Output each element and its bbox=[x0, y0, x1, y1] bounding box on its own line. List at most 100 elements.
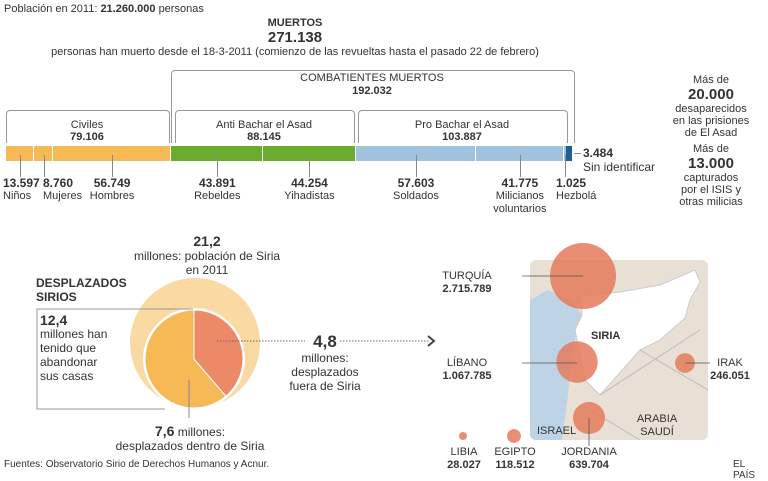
source-note: Fuentes: Observatorio Sirio de Derechos … bbox=[4, 459, 270, 470]
refugee-label-turquía: TURQUÍA 2.715.789 bbox=[436, 270, 498, 296]
bar-segment-hezbolá bbox=[563, 146, 566, 161]
pie-slice-outside bbox=[193, 309, 244, 397]
israel-label: ISRAEL bbox=[537, 425, 577, 437]
refugee-label-líbano: LÍBANO 1.067.785 bbox=[436, 357, 498, 383]
refugee-country: TURQUÍA bbox=[442, 270, 492, 282]
inside-text-unit: millones: bbox=[177, 425, 226, 439]
refugee-count: 28.027 bbox=[447, 459, 481, 471]
refugee-label-irak: IRAK 246.051 bbox=[702, 357, 758, 383]
saudi-label: ARABIA SAUDÍ bbox=[636, 413, 678, 438]
refugee-country: IRAK bbox=[717, 357, 743, 369]
bar-label-text: Soldados bbox=[393, 190, 439, 202]
bar-label-text: Milicianos voluntarios bbox=[493, 190, 547, 215]
bar-tick bbox=[564, 155, 566, 177]
dead-title: MUERTOS bbox=[267, 17, 323, 29]
bar-label: 57.603 Soldados bbox=[393, 177, 439, 203]
bar-label-text: Niños bbox=[3, 190, 32, 202]
population-suffix: personas bbox=[158, 3, 204, 15]
bar-segment-hombres bbox=[52, 146, 171, 161]
refugee-label-egipto: EGIPTO 118.512 bbox=[493, 446, 537, 472]
side-stat-disappeared: Más de 20.000 desaparecidos en las prisi… bbox=[668, 74, 754, 139]
bar-label-value: 41.775 bbox=[501, 176, 539, 190]
bar-tick bbox=[519, 155, 521, 177]
bar-label: 44.254 Yihadistas bbox=[284, 177, 334, 203]
displaced-title: DESPLAZADOS SIRIOS bbox=[36, 276, 127, 304]
bar-segment-milicianos-voluntarios bbox=[476, 146, 563, 161]
bar-tick bbox=[20, 155, 22, 177]
total-displaced-text: millones han tenido que abandonar sus ca… bbox=[40, 327, 108, 383]
bar-label-value: 1.025 bbox=[556, 176, 587, 190]
pro-bracket bbox=[358, 110, 568, 143]
outside-value: 4,8 bbox=[313, 332, 337, 351]
refugee-count: 118.512 bbox=[495, 459, 535, 471]
refugee-circle-egipto bbox=[507, 429, 521, 443]
anti-bracket bbox=[175, 110, 355, 143]
inside-value: 7,6 bbox=[154, 423, 175, 439]
bar-label-text: Hombres bbox=[89, 190, 135, 202]
bar-segment-mujeres bbox=[34, 146, 52, 161]
population-prefix: Población en 2011: bbox=[4, 3, 98, 15]
bar-label-value: 44.254 bbox=[291, 176, 328, 190]
combatants-bracket bbox=[171, 70, 575, 143]
outside-label: 4,8 millones: desplazados fuera de Siria bbox=[280, 332, 370, 394]
population-value: 21.260.000 bbox=[100, 3, 156, 15]
bar-label-text: Rebeldes bbox=[194, 190, 241, 202]
syria-shape bbox=[574, 269, 701, 396]
bar-label-value: 8.760 bbox=[43, 176, 74, 190]
inside-text: desplazados dentro de Siria bbox=[115, 439, 265, 453]
bar-label: 13.597 Niños bbox=[3, 177, 40, 203]
refugee-country: LIBIA bbox=[450, 446, 478, 458]
civilians-value: 79.106 bbox=[70, 131, 104, 143]
pro-label: Pro Bachar el Asad bbox=[414, 119, 510, 131]
population-line: Población en 2011: 21.260.000 personas bbox=[4, 3, 204, 16]
refugee-label-jordania: JORDANIA 639.704 bbox=[559, 446, 619, 472]
side-stat-captured: Más de 13.000 capturados por el ISIS y o… bbox=[668, 143, 754, 208]
refugee-country: JORDANIA bbox=[561, 446, 617, 458]
bar-label-value: 56.749 bbox=[93, 176, 131, 190]
bar-label-text: Mujeres bbox=[43, 190, 83, 202]
bar-tick bbox=[415, 155, 417, 177]
refugee-count: 1.067.785 bbox=[442, 370, 492, 382]
refugee-country: EGIPTO bbox=[494, 446, 536, 458]
total-displaced-value: 12,4 bbox=[40, 312, 68, 328]
combatants-label: COMBATIENTES MUERTOS bbox=[300, 72, 444, 84]
total-displaced-label: 12,4 millones han tenido que abandonar s… bbox=[40, 313, 110, 383]
bar-tick bbox=[309, 155, 311, 177]
bar-tick bbox=[574, 153, 581, 154]
bar-segment-rebeldes bbox=[171, 146, 263, 161]
bar-label: 56.749 Hombres bbox=[90, 177, 135, 203]
pro-value: 103.887 bbox=[442, 131, 482, 143]
population-circle-label: 21,2 millones: población de Siria en 201… bbox=[132, 233, 282, 277]
refugee-count: 246.051 bbox=[710, 370, 750, 382]
refugee-count: 639.704 bbox=[569, 459, 609, 471]
bar-tick bbox=[43, 155, 45, 177]
pie-slice-inside bbox=[144, 309, 227, 409]
syria-label: SIRIA bbox=[591, 330, 621, 342]
bar-label: 43.891 Rebeldes bbox=[194, 177, 240, 203]
bar-label: 41.775 Milicianos voluntarios bbox=[490, 177, 550, 216]
civilians-label: Civiles bbox=[70, 119, 104, 131]
bar-label-value: 57.603 bbox=[397, 176, 435, 190]
bar-label-text: Sin identificar bbox=[583, 160, 656, 174]
bar-label-value: 3.484 bbox=[583, 146, 614, 160]
anti-label: Anti Bachar el Asad bbox=[215, 119, 312, 131]
refugee-circle-líbano bbox=[556, 341, 598, 383]
population-circle-text: millones: población de Siria en 2011 bbox=[133, 249, 281, 277]
refugee-label-libia: LIBIA 28.027 bbox=[444, 446, 484, 472]
bar-tick bbox=[112, 155, 114, 177]
sea bbox=[530, 290, 582, 440]
bar-segment-sin-identificar bbox=[565, 146, 572, 161]
bar-label: 8.760 Mujeres bbox=[43, 177, 82, 203]
bar-label: 3.484 Sin identificar bbox=[583, 146, 655, 174]
inside-label: 7,6 millones: desplazados dentro de Siri… bbox=[100, 424, 280, 453]
bar-label: 1.025 Hezbolá bbox=[556, 177, 596, 203]
outside-text: millones: desplazados fuera de Siria bbox=[289, 351, 361, 393]
refugee-country: LÍBANO bbox=[446, 357, 488, 369]
refugee-circle-libia bbox=[459, 432, 467, 440]
population-circle-value: 21,2 bbox=[193, 233, 221, 249]
dead-description: personas han muerto desde el 18-3-2011 (… bbox=[51, 46, 539, 58]
bar-segment-niños bbox=[6, 146, 34, 161]
dead-total: 271.138 bbox=[267, 29, 323, 46]
